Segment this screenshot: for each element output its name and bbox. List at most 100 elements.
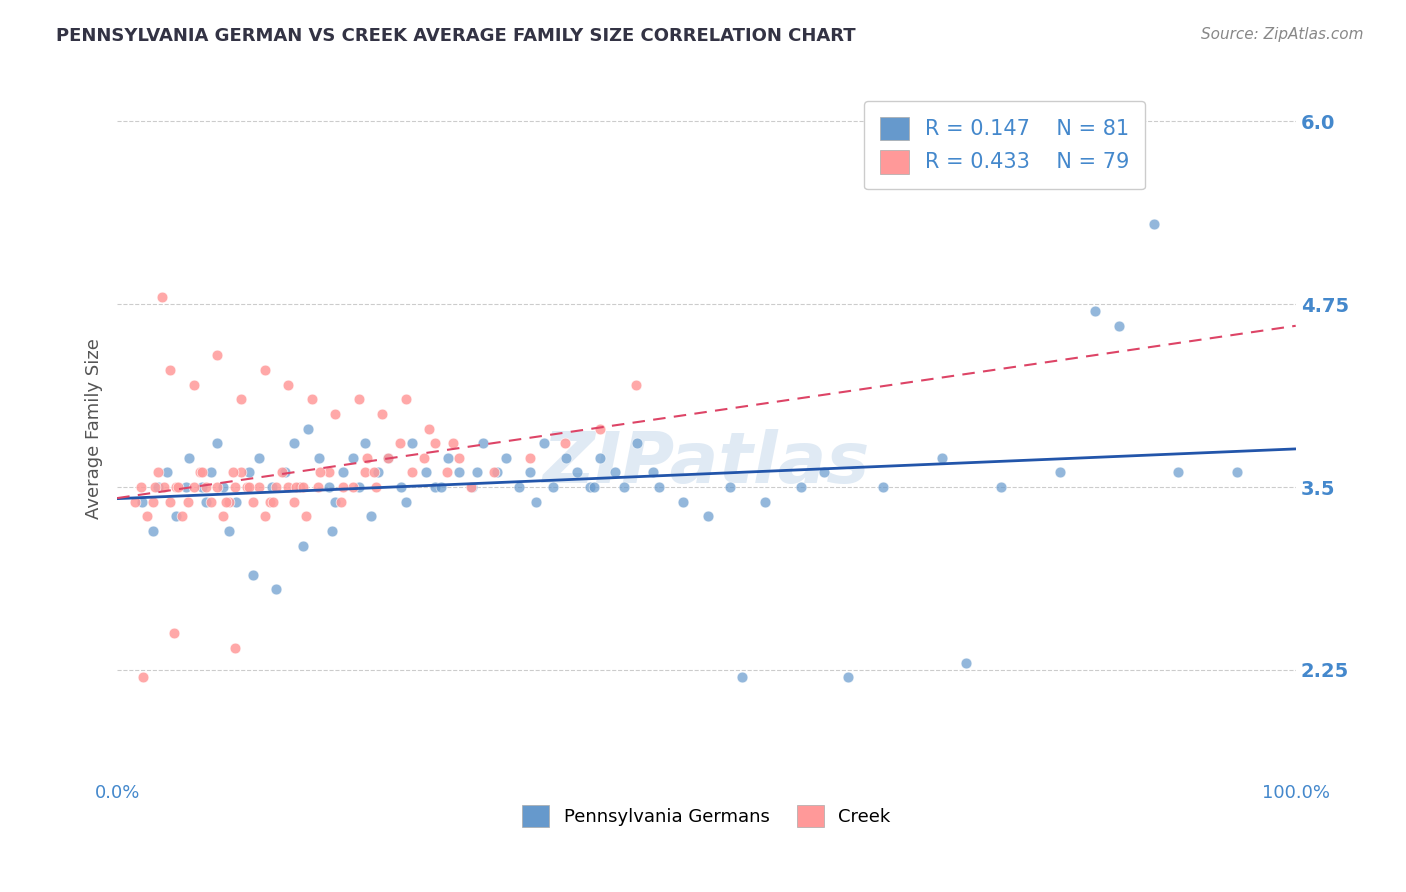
Point	[238, 480, 260, 494]
Point	[672, 494, 695, 508]
Point	[1143, 217, 1166, 231]
Point	[200, 466, 222, 480]
Point	[342, 480, 364, 494]
Point	[565, 466, 588, 480]
Point	[389, 436, 412, 450]
Point	[347, 392, 370, 407]
Point	[931, 450, 953, 465]
Point	[790, 480, 813, 494]
Point	[330, 494, 353, 508]
Point	[1049, 466, 1071, 480]
Point	[465, 466, 488, 480]
Point	[266, 582, 288, 597]
Text: PENNSYLVANIA GERMAN VS CREEK AVERAGE FAMILY SIZE CORRELATION CHART: PENNSYLVANIA GERMAN VS CREEK AVERAGE FAM…	[56, 27, 856, 45]
Point	[484, 466, 506, 480]
Y-axis label: Average Family Size: Average Family Size	[86, 338, 103, 519]
Point	[132, 670, 155, 684]
Point	[167, 480, 190, 494]
Point	[371, 407, 394, 421]
Point	[696, 509, 718, 524]
Point	[718, 480, 741, 494]
Point	[297, 421, 319, 435]
Point	[212, 480, 235, 494]
Point	[242, 494, 264, 508]
Point	[283, 436, 305, 450]
Point	[990, 480, 1012, 494]
Point	[143, 480, 166, 494]
Point	[150, 290, 173, 304]
Point	[224, 480, 246, 494]
Point	[813, 466, 835, 480]
Point	[1226, 466, 1249, 480]
Point	[262, 494, 284, 508]
Point	[425, 480, 447, 494]
Point	[141, 494, 163, 508]
Point	[242, 567, 264, 582]
Point	[170, 509, 193, 524]
Point	[395, 494, 418, 508]
Point	[207, 348, 229, 362]
Point	[156, 466, 179, 480]
Point	[425, 436, 447, 450]
Point	[436, 466, 458, 480]
Point	[401, 466, 423, 480]
Point	[603, 466, 626, 480]
Point	[589, 421, 612, 435]
Point	[471, 436, 494, 450]
Point	[129, 480, 152, 494]
Point	[495, 450, 517, 465]
Point	[194, 494, 217, 508]
Point	[224, 640, 246, 655]
Point	[318, 466, 340, 480]
Point	[174, 480, 197, 494]
Point	[731, 670, 754, 684]
Point	[624, 377, 647, 392]
Point	[148, 480, 170, 494]
Point	[191, 466, 214, 480]
Point	[214, 494, 236, 508]
Point	[418, 421, 440, 435]
Point	[412, 450, 434, 465]
Point	[177, 450, 200, 465]
Point	[273, 466, 295, 480]
Point	[163, 626, 186, 640]
Point	[626, 436, 648, 450]
Point	[955, 656, 977, 670]
Point	[613, 480, 636, 494]
Point	[153, 480, 176, 494]
Point	[533, 436, 555, 450]
Point	[266, 480, 288, 494]
Point	[508, 480, 530, 494]
Point	[583, 480, 606, 494]
Point	[356, 450, 378, 465]
Point	[225, 494, 247, 508]
Point	[430, 480, 453, 494]
Point	[292, 539, 315, 553]
Point	[165, 480, 187, 494]
Point	[332, 480, 354, 494]
Point	[519, 450, 541, 465]
Point	[218, 494, 240, 508]
Point	[578, 480, 600, 494]
Point	[309, 466, 332, 480]
Point	[253, 363, 276, 377]
Point	[555, 450, 578, 465]
Point	[872, 480, 894, 494]
Point	[148, 466, 170, 480]
Point	[524, 494, 547, 508]
Point	[294, 509, 316, 524]
Point	[207, 436, 229, 450]
Point	[541, 480, 564, 494]
Point	[135, 509, 157, 524]
Point	[347, 480, 370, 494]
Point	[277, 480, 299, 494]
Point	[236, 480, 259, 494]
Point	[460, 480, 482, 494]
Point	[415, 466, 437, 480]
Point	[283, 494, 305, 508]
Point	[519, 466, 541, 480]
Point	[485, 466, 508, 480]
Point	[247, 480, 270, 494]
Point	[321, 524, 343, 538]
Point	[342, 450, 364, 465]
